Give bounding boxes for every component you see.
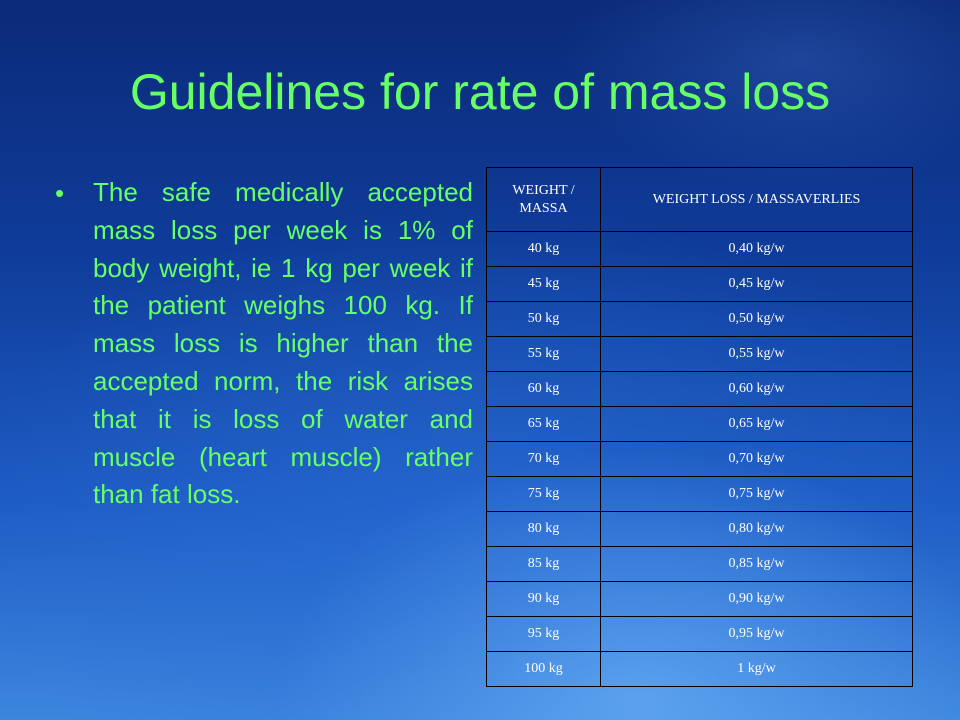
weight-loss-cell: 1 kg/w (600, 651, 913, 687)
weight-loss-cell: 0,85 kg/w (600, 546, 913, 582)
weight-loss-cell: 0,75 kg/w (600, 476, 913, 512)
table-row: 65 kg 0,65 kg/w (486, 406, 913, 442)
table-body: 40 kg 0,40 kg/w 45 kg 0,45 kg/w 50 kg 0,50 kg… (486, 231, 913, 687)
table-row: 50 kg 0,50 kg/w (486, 301, 913, 337)
table-row: 90 kg 0,90 kg/w (486, 581, 913, 617)
weight-cell: 70 kg (486, 441, 601, 477)
weight-loss-table: WEIGHT / MASSA WEIGHT LOSS / MASSAVERLIE… (486, 167, 913, 687)
weight-cell: 65 kg (486, 406, 601, 442)
weight-cell: 50 kg (486, 301, 601, 337)
weight-loss-cell: 0,80 kg/w (600, 511, 913, 547)
bullet-icon: • (55, 178, 65, 208)
weight-loss-cell: 0,90 kg/w (600, 581, 913, 617)
weight-cell: 100 kg (486, 651, 601, 687)
weight-loss-cell: 0,70 kg/w (600, 441, 913, 477)
weight-loss-cell: 0,95 kg/w (600, 616, 913, 652)
slide-title: Guidelines for rate of mass loss (129, 64, 831, 120)
weight-loss-cell: 0,60 kg/w (600, 371, 913, 407)
column-header-weight: WEIGHT / MASSA (486, 167, 601, 232)
weight-loss-cell: 0,65 kg/w (600, 406, 913, 442)
weight-cell: 80 kg (486, 511, 601, 547)
column-header-weight-loss: WEIGHT LOSS / MASSAVERLIES (600, 167, 913, 232)
weight-loss-cell: 0,50 kg/w (600, 301, 913, 337)
table-row: 45 kg 0,45 kg/w (486, 266, 913, 302)
table-row: 40 kg 0,40 kg/w (486, 231, 913, 267)
weight-loss-cell: 0,55 kg/w (600, 336, 913, 372)
table-header: WEIGHT / MASSA WEIGHT LOSS / MASSAVERLIE… (486, 167, 913, 232)
table-row: 55 kg 0,55 kg/w (486, 336, 913, 372)
table-row: 60 kg 0,60 kg/w (486, 371, 913, 407)
table-row: 80 kg 0,80 kg/w (486, 511, 913, 547)
weight-loss-cell: 0,45 kg/w (600, 266, 913, 302)
weight-cell: 55 kg (486, 336, 601, 372)
weight-loss-table-container: WEIGHT / MASSA WEIGHT LOSS / MASSAVERLIE… (486, 167, 913, 687)
weight-cell: 85 kg (486, 546, 601, 582)
weight-cell: 90 kg (486, 581, 601, 617)
table-row: 100 kg 1 kg/w (486, 651, 913, 687)
weight-cell: 40 kg (486, 231, 601, 267)
table-header-row: WEIGHT / MASSA WEIGHT LOSS / MASSAVERLIE… (486, 167, 913, 232)
weight-cell: 75 kg (486, 476, 601, 512)
table-row: 95 kg 0,95 kg/w (486, 616, 913, 652)
weight-cell: 45 kg (486, 266, 601, 302)
bullet-text: The safe medically accepted mass loss pe… (93, 177, 473, 510)
weight-cell: 95 kg (486, 616, 601, 652)
table-row: 85 kg 0,85 kg/w (486, 546, 913, 582)
table-row: 70 kg 0,70 kg/w (486, 441, 913, 477)
weight-cell: 60 kg (486, 371, 601, 407)
table-row: 75 kg 0,75 kg/w (486, 476, 913, 512)
weight-loss-cell: 0,40 kg/w (600, 231, 913, 267)
